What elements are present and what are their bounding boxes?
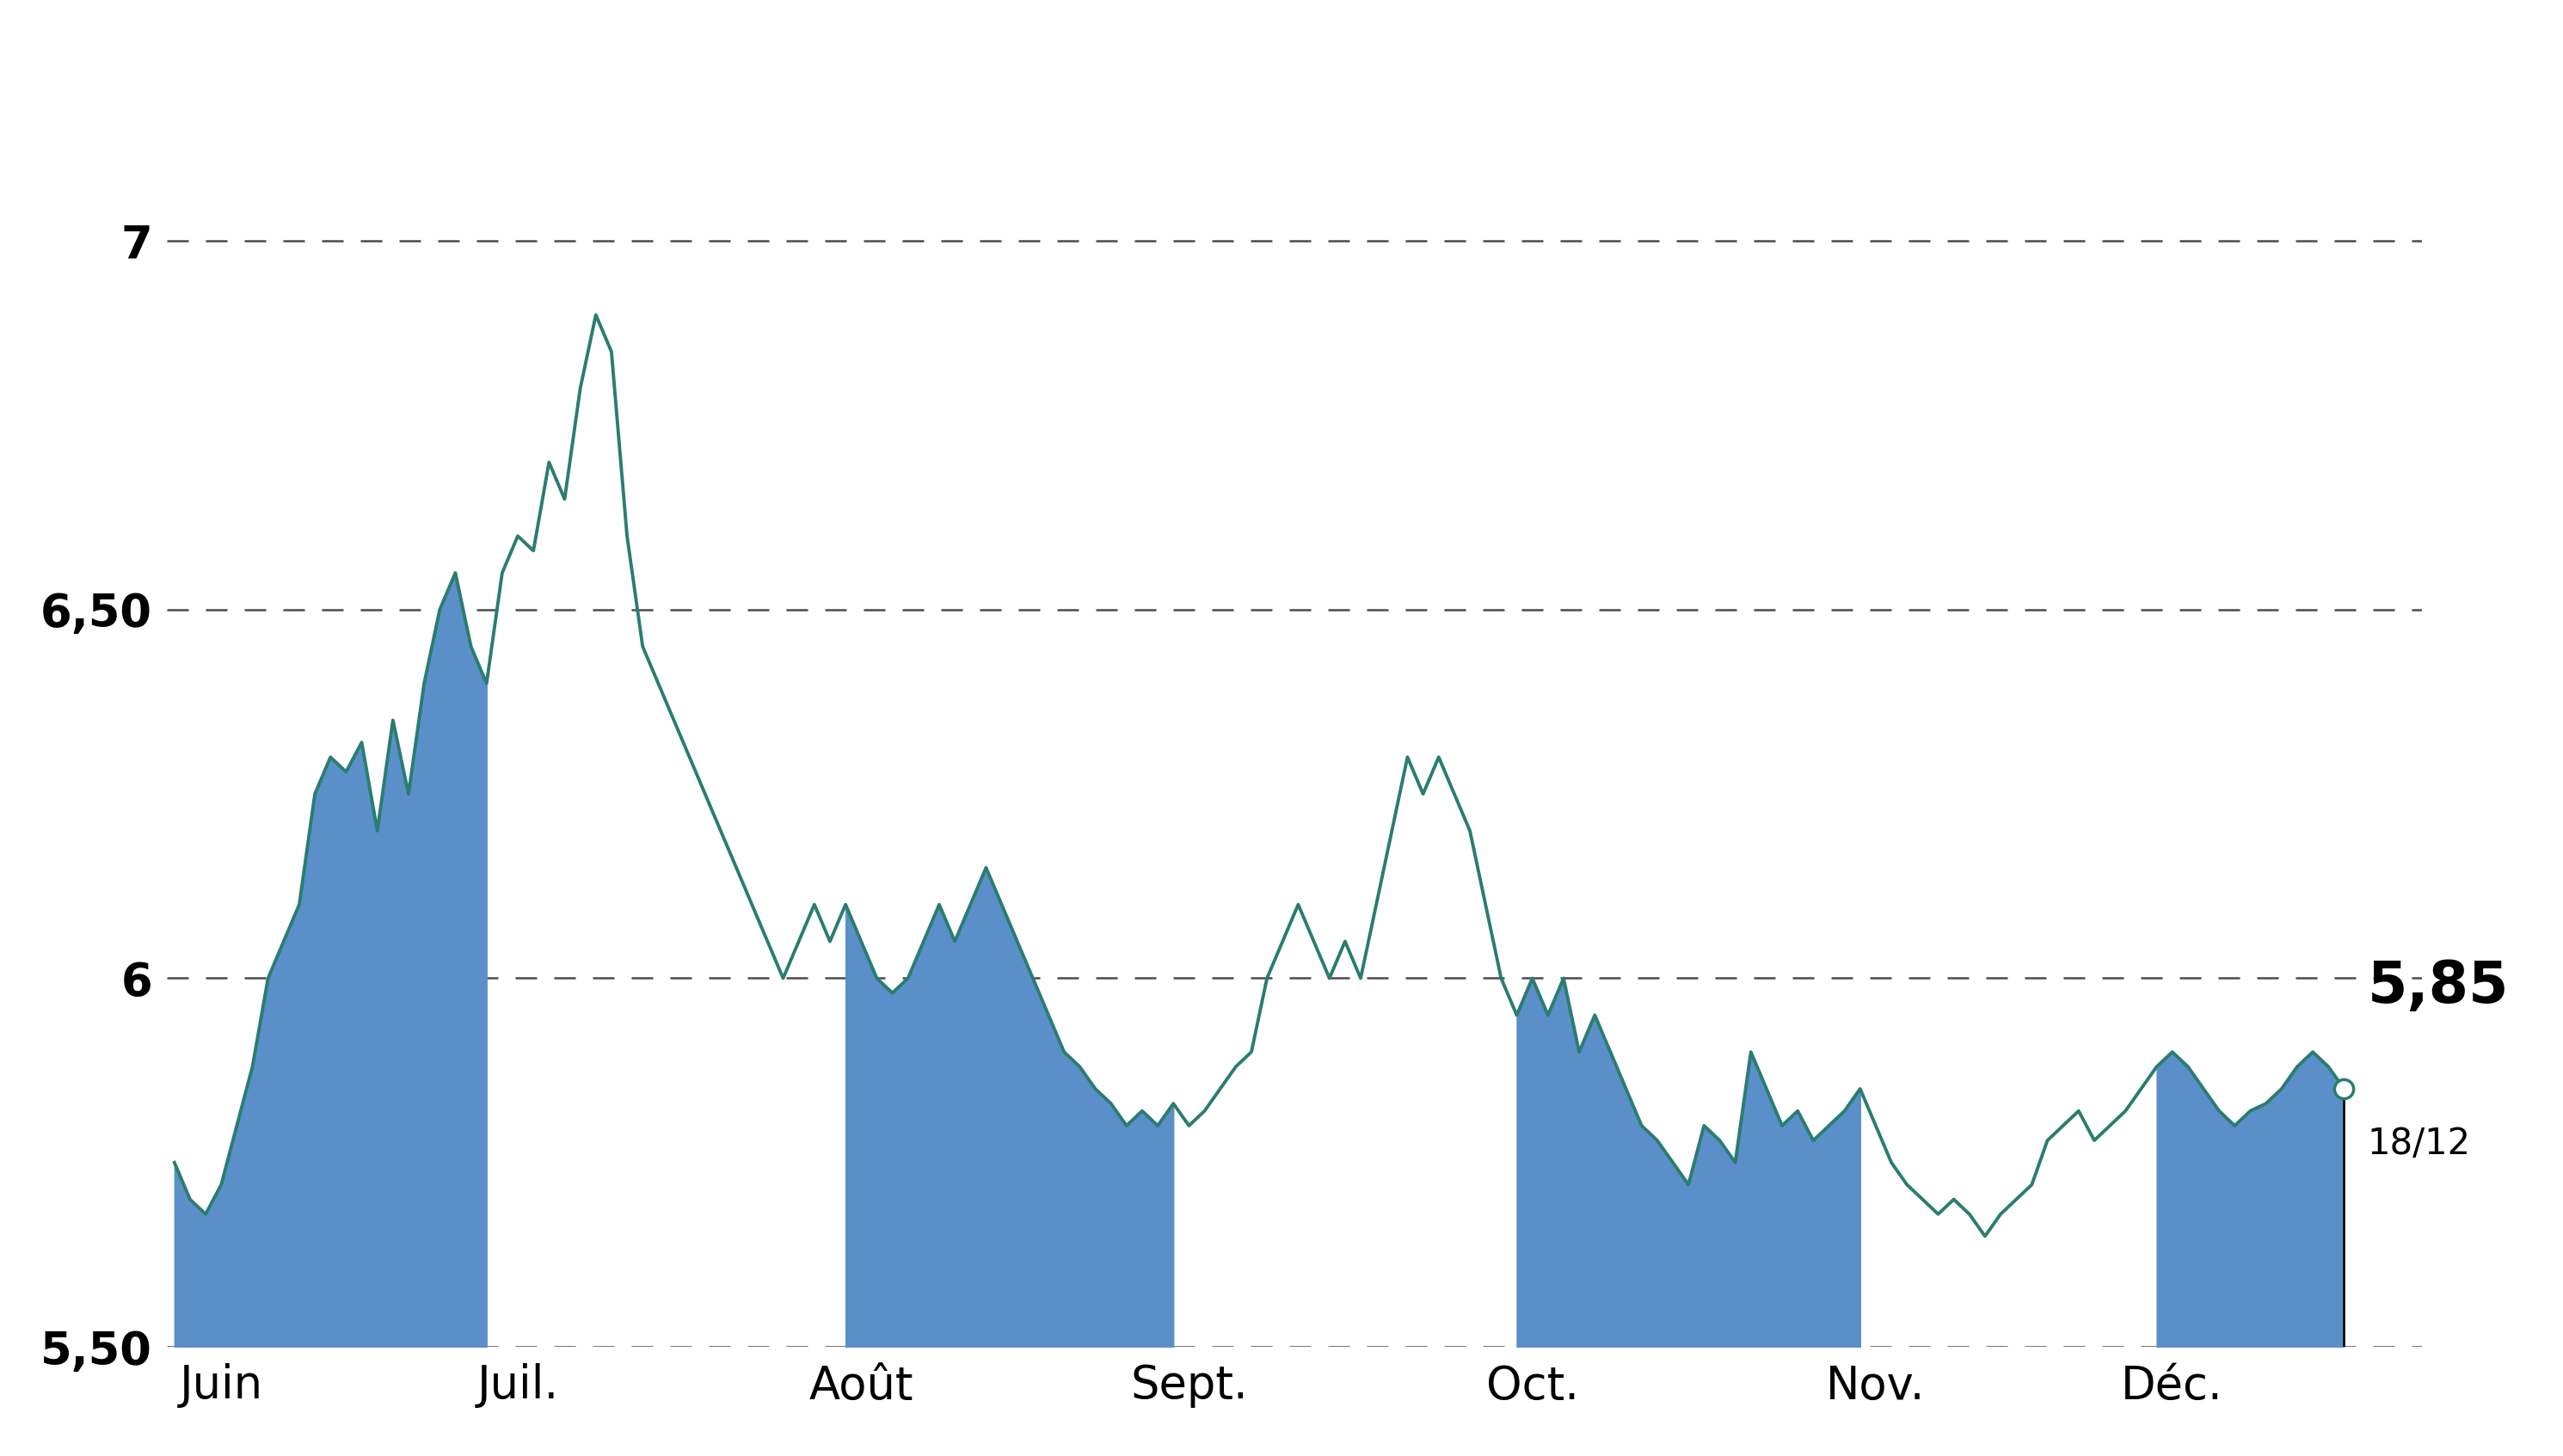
Text: 5,85: 5,85 xyxy=(2368,958,2509,1015)
Text: 18/12: 18/12 xyxy=(2368,1125,2471,1162)
Text: MACOMPTA.FR: MACOMPTA.FR xyxy=(810,22,1753,131)
